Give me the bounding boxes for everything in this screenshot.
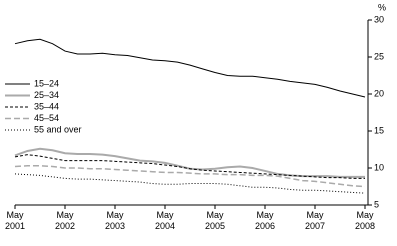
y-tick-label: 25 <box>374 51 384 61</box>
series-line <box>14 165 366 188</box>
y-tick-label: 30 <box>374 14 384 24</box>
legend-label: 35–44 <box>34 101 59 111</box>
y-tick-label: 20 <box>374 88 384 98</box>
legend-label: 15–24 <box>34 78 59 88</box>
x-tick-label: May 2002 <box>54 210 76 231</box>
y-tick-label: 5 <box>374 199 379 209</box>
legend-label: 55 and over <box>34 124 82 134</box>
x-tick-label: May 2001 <box>4 210 26 231</box>
x-tick-label: May 2005 <box>204 210 226 231</box>
series-line <box>14 38 366 98</box>
x-tick-label: May 2004 <box>154 210 176 231</box>
x-tick-label: May 2006 <box>254 210 276 231</box>
x-tick-label: May 2008 <box>354 210 376 231</box>
x-tick-label: May 2007 <box>304 210 326 231</box>
y-tick-label: 10 <box>374 162 384 172</box>
legend-label: 45–54 <box>34 113 59 123</box>
y-unit: % <box>378 2 386 12</box>
x-tick-label: May 2003 <box>104 210 126 231</box>
y-tick-label: 15 <box>374 125 384 135</box>
legend-label: 25–34 <box>34 90 59 100</box>
series-line <box>14 154 365 179</box>
